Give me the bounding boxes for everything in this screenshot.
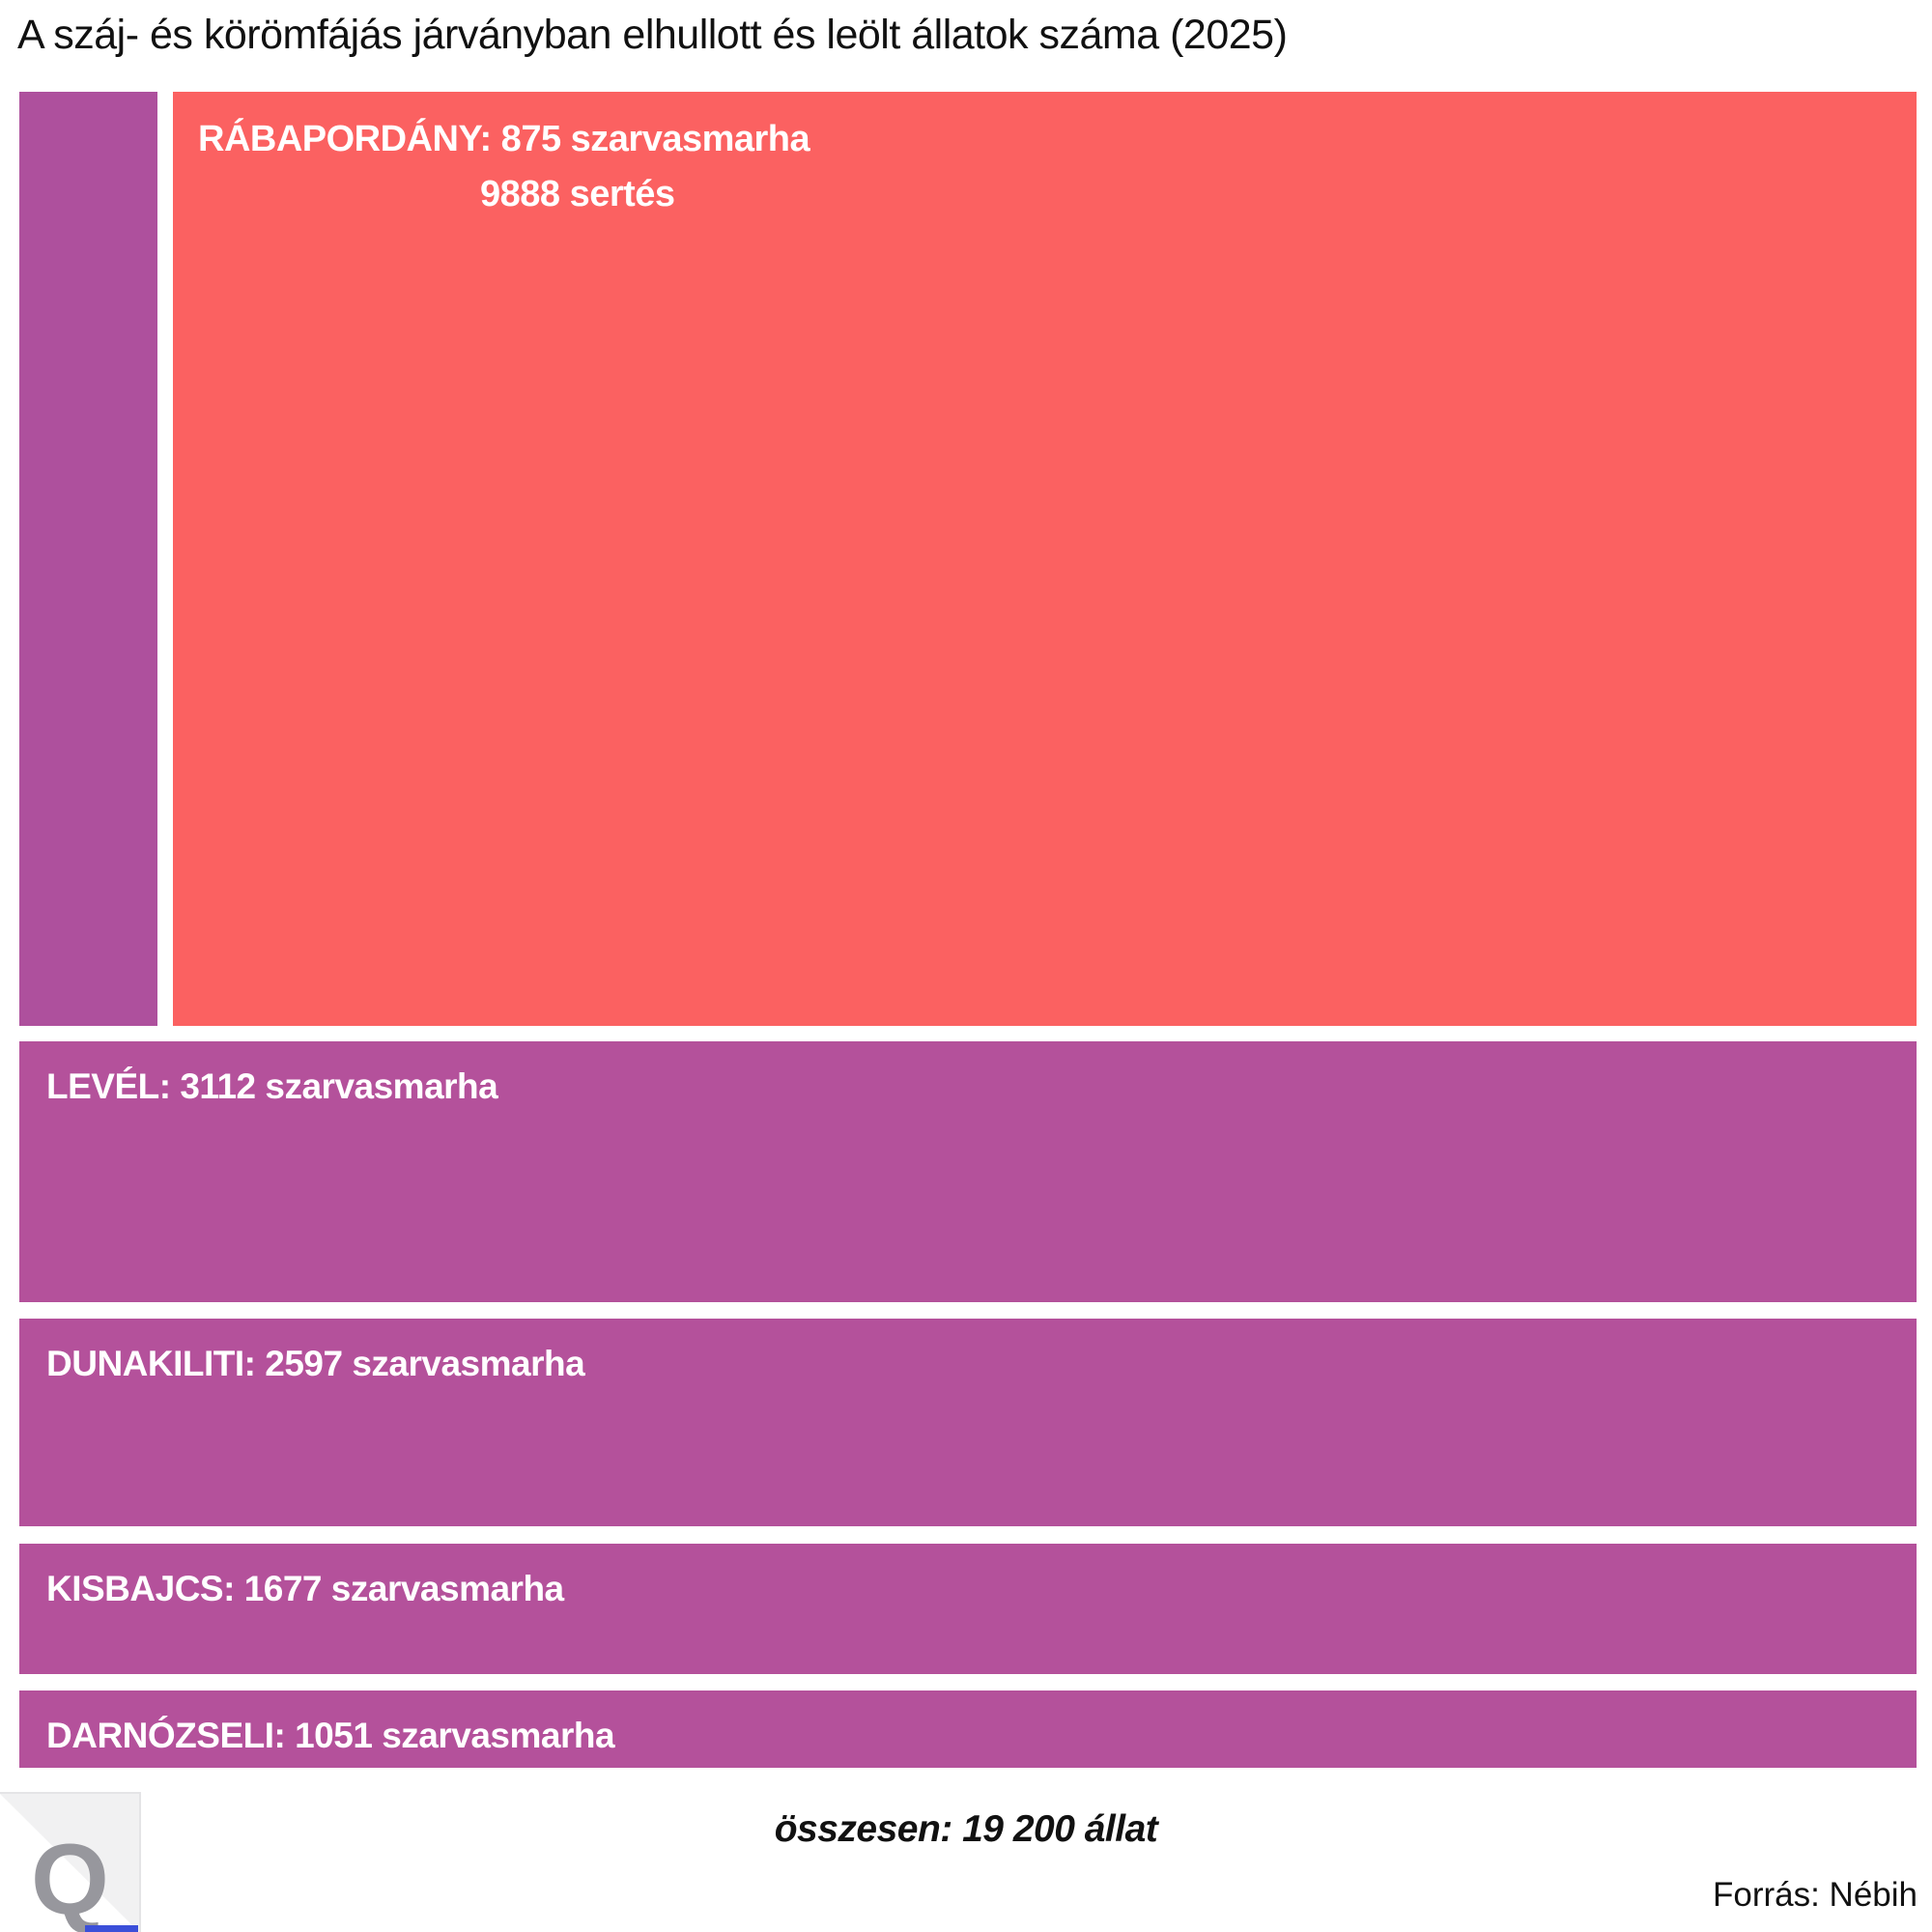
qubit-logo-accent-bar [85, 1925, 138, 1932]
treemap-block-level: LEVÉL: 3112 szarvasmarha [19, 1041, 1917, 1302]
dunakiliti-label: DUNAKILITI: 2597 szarvasmarha [46, 1344, 585, 1383]
qubit-logo: Q [0, 1792, 141, 1932]
darnozseli-label: DARNÓZSELI: 1051 szarvasmarha [46, 1716, 615, 1755]
total-label: összesen: 19 200 állat [774, 1808, 1158, 1850]
source-label: Forrás: Nébih [1712, 1876, 1918, 1914]
treemap-block-kisbajcs: KISBAJCS: 1677 szarvasmarha [19, 1544, 1917, 1674]
kisbajcs-label: KISBAJCS: 1677 szarvasmarha [46, 1569, 564, 1608]
treemap-block-dunakiliti: DUNAKILITI: 2597 szarvasmarha [19, 1319, 1917, 1526]
rabapordany-label-line1: RÁBAPORDÁNY: 875 szarvasmarha [198, 119, 810, 159]
treemap-block-darnozseli: DARNÓZSELI: 1051 szarvasmarha [19, 1690, 1917, 1768]
qubit-logo-letter: Q [31, 1824, 109, 1932]
treemap-block-rabapordany-pigs: RÁBAPORDÁNY: 875 szarvasmarha 9888 serté… [173, 92, 1917, 1026]
rabapordany-label-line2: 9888 sertés [480, 174, 675, 214]
chart-title: A száj- és körömfájás járványban elhullo… [17, 12, 1288, 58]
level-label: LEVÉL: 3112 szarvasmarha [46, 1066, 498, 1106]
treemap-block-rabapordany-cattle [19, 92, 157, 1026]
